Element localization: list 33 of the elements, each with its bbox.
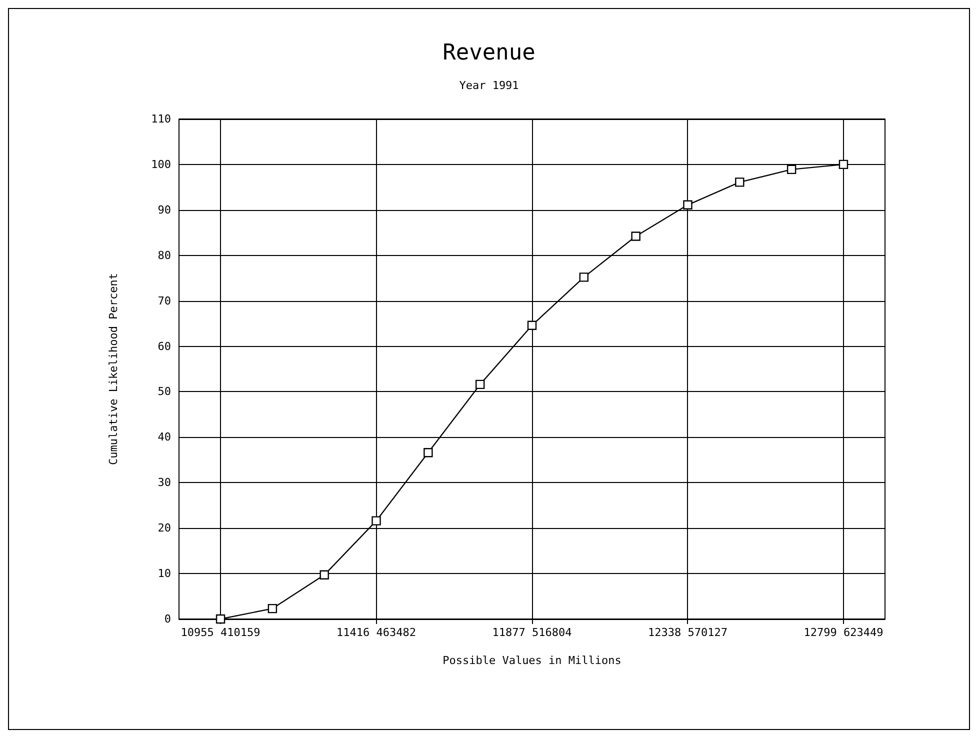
y-tick-label: 60 (158, 340, 171, 353)
x-tick-label: 12338 570127 (648, 626, 728, 639)
y-tick-label: 100 (151, 158, 171, 171)
y-tick-label: 40 (158, 430, 171, 444)
y-tick-label: 20 (158, 522, 171, 535)
x-tick-label: 10955 410159 (180, 626, 260, 639)
point (320, 570, 329, 580)
chart-subtitle: Year 1991 (459, 79, 519, 92)
point (268, 604, 278, 614)
x-tick-label: 11416 463482 (336, 626, 416, 639)
point (735, 178, 744, 187)
point (579, 272, 589, 282)
point (424, 448, 433, 458)
point (475, 380, 485, 390)
chart-title: Revenue (442, 40, 536, 66)
y-tick-label: 30 (158, 476, 171, 490)
y-tick-label: 110 (151, 112, 171, 126)
y-tick-label: 50 (158, 385, 171, 398)
point (527, 320, 537, 330)
point (786, 164, 796, 174)
x-tick-label: 12799 623449 (804, 626, 884, 639)
y-tick-label: 80 (158, 248, 171, 262)
point (631, 232, 640, 241)
y-tick-label: 10 (158, 567, 171, 580)
point (683, 200, 692, 210)
point (372, 516, 381, 526)
y-tick-label: 0 (164, 612, 171, 626)
x-axis-title: Possible Values in Millions (442, 654, 622, 667)
y-tick-label: 90 (158, 203, 171, 216)
point (838, 160, 848, 170)
y-axis-title: Cumulative Likelihood Percent (107, 272, 120, 466)
x-tick-label: 11877 516804 (492, 626, 572, 639)
y-tick-label: 70 (158, 294, 171, 308)
